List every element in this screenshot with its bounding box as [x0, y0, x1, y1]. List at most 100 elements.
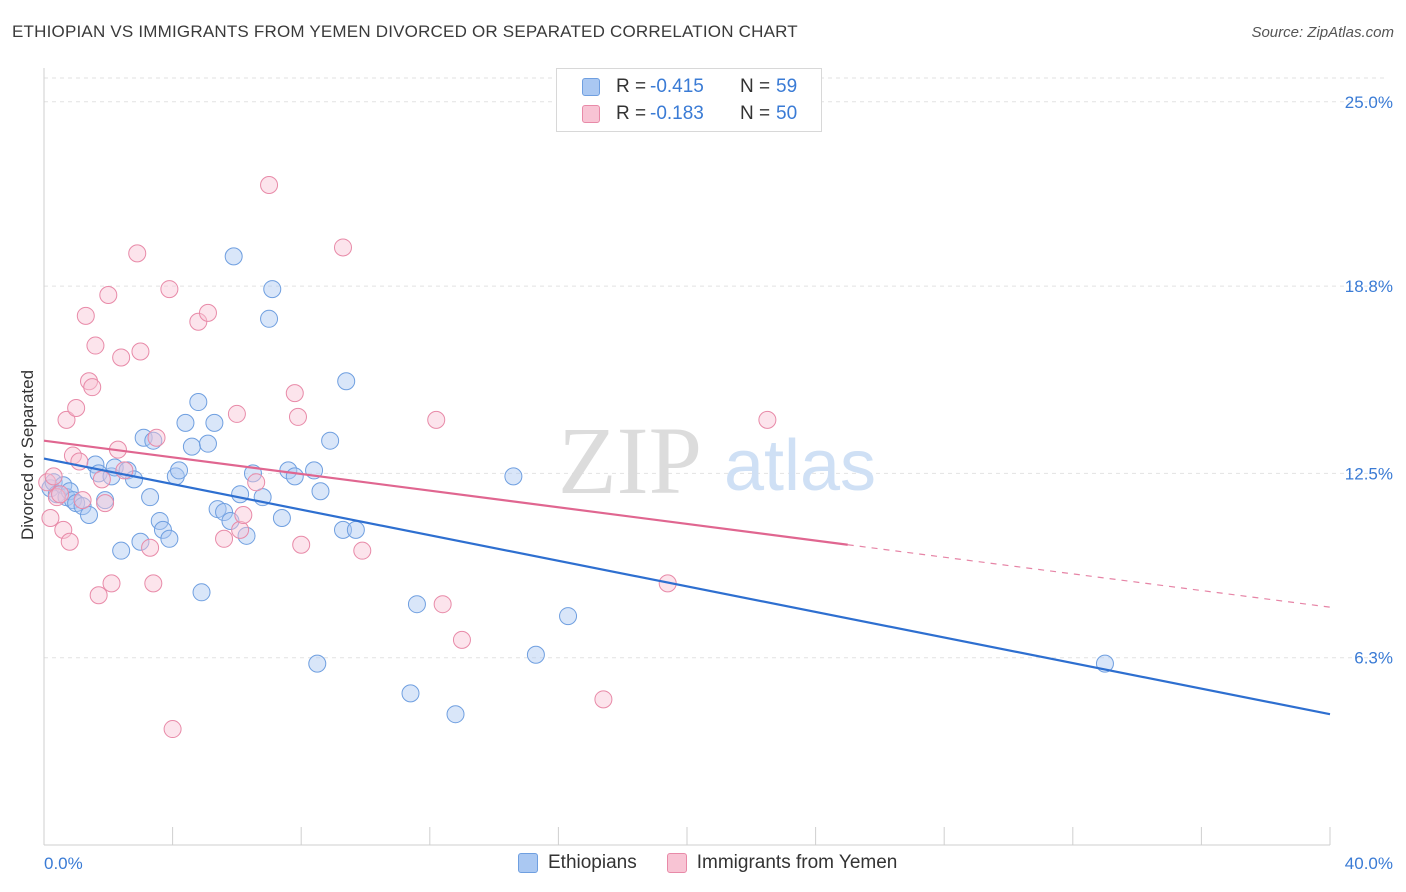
- point-ethiopians: [224, 247, 243, 266]
- point-yemen: [80, 372, 99, 391]
- trend-line-yemen: [43, 439, 848, 546]
- legend-n-value: 59: [776, 76, 798, 97]
- legend-item-ethiopians[interactable]: Ethiopians: [518, 852, 637, 874]
- point-yemen: [51, 485, 70, 504]
- point-yemen: [144, 574, 163, 593]
- tick-labels: 6.3% 12.5% 18.8% 25.0% 0.0% 40.0%: [44, 93, 1393, 873]
- point-ethiopians: [285, 467, 304, 486]
- y-tick-label: 25.0%: [1345, 93, 1393, 112]
- point-ethiopians: [263, 280, 282, 299]
- point-yemen: [47, 488, 66, 507]
- point-ethiopians: [192, 583, 211, 602]
- point-ethiopians: [131, 532, 150, 551]
- point-ethiopians: [346, 520, 365, 539]
- point-ethiopians: [407, 595, 426, 614]
- point-yemen: [433, 595, 452, 614]
- point-yemen: [141, 538, 160, 557]
- point-ethiopians: [134, 428, 153, 447]
- point-yemen: [96, 494, 115, 513]
- point-yemen: [41, 508, 60, 527]
- legend-r-value: -0.183: [650, 103, 704, 124]
- point-ethiopians: [144, 431, 163, 450]
- point-ethiopians: [311, 482, 330, 501]
- point-ethiopians: [153, 520, 172, 539]
- point-yemen: [128, 244, 147, 263]
- source-label: Source: ZipAtlas.com: [1251, 24, 1394, 41]
- point-ethiopians: [141, 488, 160, 507]
- data-points: [38, 176, 1114, 739]
- point-ethiopians: [231, 485, 250, 504]
- axes: [43, 68, 1331, 846]
- point-yemen: [288, 407, 307, 426]
- point-ethiopians: [182, 437, 201, 456]
- point-yemen: [333, 238, 352, 257]
- legend-item-yemen[interactable]: Immigrants from Yemen: [666, 852, 897, 874]
- point-yemen: [427, 410, 446, 429]
- watermark-zip: ZIP: [558, 407, 702, 514]
- point-yemen: [54, 520, 73, 539]
- point-yemen: [452, 630, 471, 649]
- legend-row-ethiopians: R = -0.415 N = 59: [582, 75, 797, 99]
- legend-r-label: R =: [616, 103, 647, 124]
- point-yemen: [227, 404, 246, 423]
- point-yemen: [160, 280, 179, 299]
- point-yemen: [147, 428, 166, 447]
- legend-r-value: -0.415: [650, 76, 704, 97]
- y-tick-label: 6.3%: [1354, 649, 1393, 668]
- point-ethiopians: [337, 372, 356, 391]
- point-ethiopians: [80, 506, 99, 525]
- trend-line-ethiopians: [43, 457, 1331, 716]
- point-ethiopians: [272, 508, 291, 527]
- point-yemen: [247, 473, 266, 492]
- x-tick-label: 40.0%: [1345, 854, 1393, 873]
- point-ethiopians: [308, 654, 327, 673]
- point-yemen: [198, 303, 217, 322]
- point-yemen: [86, 336, 105, 355]
- watermark-atlas: atlas: [724, 426, 876, 506]
- point-yemen: [83, 378, 102, 397]
- correlation-legend: R = -0.415 N = 59 R = -0.183 N = 50: [556, 68, 822, 132]
- legend-n-value: 50: [776, 103, 798, 124]
- point-ethiopians: [198, 434, 217, 453]
- point-ethiopians: [260, 309, 279, 328]
- point-yemen: [231, 520, 250, 539]
- point-ethiopians: [333, 520, 352, 539]
- point-yemen: [285, 384, 304, 403]
- point-yemen: [353, 541, 372, 560]
- point-yemen: [89, 586, 108, 605]
- point-yemen: [215, 529, 234, 548]
- y-tick-label: 18.8%: [1345, 277, 1393, 296]
- point-ethiopians: [170, 461, 189, 480]
- point-yemen: [57, 410, 76, 429]
- point-yemen: [131, 342, 150, 361]
- point-yemen: [594, 690, 613, 709]
- legend-label-ethiopians: Ethiopians: [548, 852, 637, 873]
- point-ethiopians: [446, 705, 465, 724]
- legend-n-label: N =: [740, 103, 771, 124]
- point-ethiopians: [73, 497, 92, 516]
- point-ethiopians: [112, 541, 131, 560]
- grid-lines: [44, 77, 1386, 659]
- point-yemen: [76, 306, 95, 325]
- point-ethiopians: [189, 393, 208, 412]
- y-tick-label: 12.5%: [1345, 464, 1393, 483]
- trend-lines: [43, 439, 1331, 716]
- chart-title: ETHIOPIAN VS IMMIGRANTS FROM YEMEN DIVOR…: [12, 22, 798, 41]
- legend-n-label: N =: [740, 76, 771, 97]
- legend-row-yemen: R = -0.183 N = 50: [582, 102, 797, 126]
- legend-swatch-ethiopians: [582, 78, 600, 96]
- point-yemen: [92, 470, 111, 489]
- legend-swatch-ethiopians: [518, 853, 538, 873]
- x-tick-label: 0.0%: [44, 854, 83, 873]
- point-ethiopians: [504, 467, 523, 486]
- point-ethiopians: [205, 413, 224, 432]
- point-yemen: [163, 720, 182, 739]
- legend-r-label: R =: [616, 76, 647, 97]
- point-ethiopians: [321, 431, 340, 450]
- point-yemen: [60, 532, 79, 551]
- point-ethiopians: [44, 473, 63, 492]
- point-ethiopians: [526, 645, 545, 664]
- point-yemen: [99, 286, 118, 305]
- point-ethiopians: [401, 684, 420, 703]
